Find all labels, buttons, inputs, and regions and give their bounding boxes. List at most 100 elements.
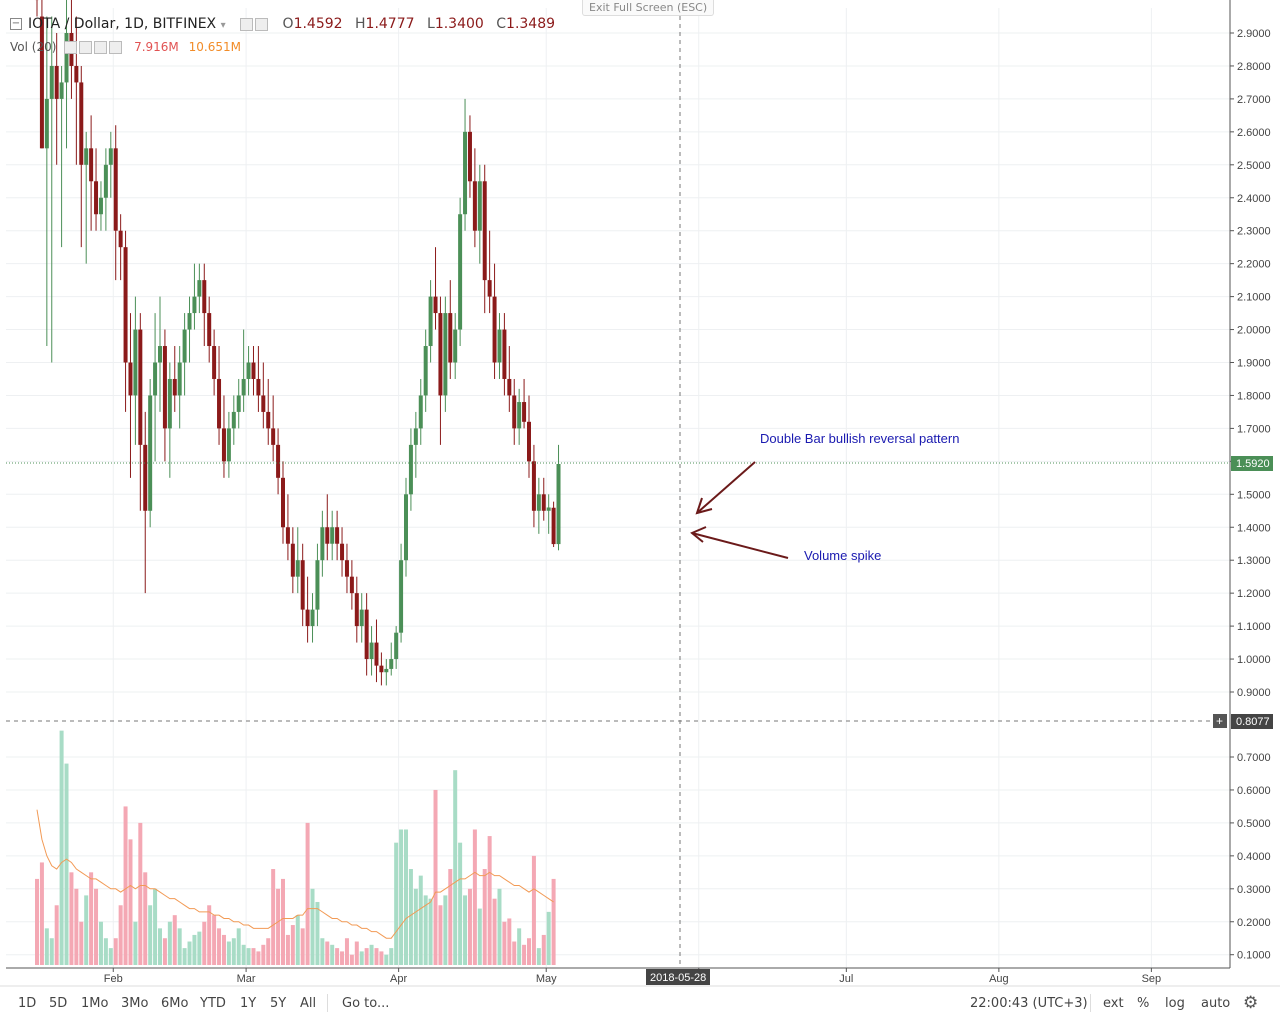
timeframe-ytd[interactable]: YTD	[200, 996, 226, 1011]
volume-bar	[153, 888, 158, 965]
volume-visibility-icon[interactable]	[64, 41, 78, 54]
candle	[108, 131, 113, 198]
candle	[246, 346, 251, 396]
volume-add-icon[interactable]	[94, 41, 108, 54]
volume-bar	[64, 763, 69, 965]
volume-ma-line	[36, 809, 554, 939]
candle	[44, 16, 49, 347]
candle	[158, 296, 162, 412]
volume-bar	[325, 941, 330, 965]
candle	[49, 16, 54, 363]
candle	[310, 593, 315, 643]
volume-bar	[133, 921, 138, 965]
price-tick-label: 2.8000	[1237, 61, 1271, 73]
volume-bar	[458, 842, 463, 965]
timeframe-1d[interactable]: 1D	[18, 996, 37, 1011]
candle	[418, 378, 423, 445]
candle	[221, 395, 226, 478]
timeframe-6mo[interactable]: 6Mo	[161, 996, 189, 1011]
candle	[113, 125, 118, 281]
volume-bar	[281, 878, 285, 965]
candle	[182, 313, 187, 396]
volume-bar	[492, 898, 497, 965]
volume-bar	[231, 938, 236, 965]
volume-settings-icon[interactable]	[79, 41, 93, 54]
low-value: 1.3400	[434, 16, 484, 32]
symbol-title[interactable]: IOTA / Dollar, 1D, BITFINEX	[28, 16, 217, 32]
candle	[408, 428, 413, 511]
price-tick-label: 2.0000	[1237, 325, 1271, 337]
extended-hours-toggle[interactable]: ext	[1103, 996, 1124, 1011]
candle	[197, 263, 202, 314]
price-axis: 2.9000 2.8000 2.7000 2.6000 2.5000 2.4000 2.30…	[1230, 28, 1271, 699]
volume-bar	[551, 878, 556, 965]
price-tick-label: 2.1000	[1237, 292, 1271, 304]
volume-bar	[453, 770, 458, 965]
exit-fullscreen-button[interactable]: Exit Full Screen (ESC)	[582, 0, 715, 16]
symbol-dropdown-icon[interactable]: ▾	[220, 20, 226, 31]
volume-bar	[187, 941, 192, 965]
time-tick-label: Jul	[839, 973, 853, 985]
timeframe-1y[interactable]: 1Y	[240, 996, 257, 1011]
auto-scale-toggle[interactable]: auto	[1201, 996, 1231, 1011]
price-tick-label: 1.8000	[1237, 390, 1271, 402]
gear-icon[interactable]: ⚙	[1243, 993, 1259, 1013]
reversal-annotation[interactable]: Double Bar bullish reversal pattern	[760, 431, 959, 446]
volume-legend: Vol (20) 7.916M 10.651M	[10, 40, 241, 54]
volume-bar	[226, 941, 231, 965]
volume-bar	[108, 948, 113, 965]
candle	[261, 362, 266, 429]
volume-arrow[interactable]	[690, 526, 789, 559]
timeframe-5y[interactable]: 5Y	[270, 996, 287, 1011]
timeframe-3mo[interactable]: 3Mo	[121, 996, 149, 1011]
percent-scale-toggle[interactable]: %	[1137, 996, 1150, 1011]
goto-date-button[interactable]: Go to...	[342, 996, 390, 1011]
candle	[98, 181, 103, 231]
candle	[340, 527, 345, 577]
time-tick-label: Mar	[237, 973, 256, 985]
volume-bar	[340, 951, 345, 965]
volume-bar	[374, 948, 379, 965]
candle	[448, 280, 453, 379]
reversal-arrow[interactable]	[695, 461, 756, 515]
candle	[290, 527, 295, 594]
candle	[177, 346, 182, 429]
candle	[369, 626, 374, 676]
volume-bar	[472, 829, 477, 965]
volume-bar	[315, 901, 320, 965]
volume-bar	[305, 822, 310, 965]
price-tick-label: 1.2000	[1237, 588, 1271, 600]
log-scale-toggle[interactable]: log	[1165, 996, 1185, 1011]
timeframe-5d[interactable]: 5D	[49, 996, 68, 1011]
candle	[300, 543, 305, 627]
candle	[315, 543, 320, 627]
volume-bars	[35, 730, 556, 965]
time-axis: FebMarAprMayJunJulAugSep	[104, 968, 1161, 985]
candle	[335, 510, 340, 561]
volume-bar	[349, 954, 354, 965]
timeframe-all[interactable]: All	[300, 996, 317, 1011]
collapse-legend-icon[interactable]: −	[10, 18, 22, 30]
volume-bar	[202, 921, 207, 965]
volume-bar	[162, 938, 167, 965]
volume-bar	[271, 869, 276, 965]
volume-annotation[interactable]: Volume spike	[804, 548, 881, 563]
volume-bar	[512, 941, 517, 965]
volume-remove-icon[interactable]	[109, 41, 123, 54]
volume-indicator-label[interactable]: Vol (20)	[10, 40, 57, 54]
candle	[522, 378, 527, 429]
volume-bar	[467, 888, 472, 965]
candle	[423, 329, 428, 412]
timeframe-1mo[interactable]: 1Mo	[81, 996, 109, 1011]
candle	[35, 0, 39, 17]
price-tick-label: 2.2000	[1237, 259, 1271, 271]
candle	[162, 329, 167, 462]
visibility-toggle-icon[interactable]	[240, 17, 254, 31]
candle	[172, 346, 177, 412]
candle	[330, 510, 335, 561]
candle	[138, 313, 143, 511]
volume-bar	[39, 862, 44, 965]
settings-icon[interactable]	[255, 17, 269, 31]
volume-bar	[261, 944, 266, 965]
